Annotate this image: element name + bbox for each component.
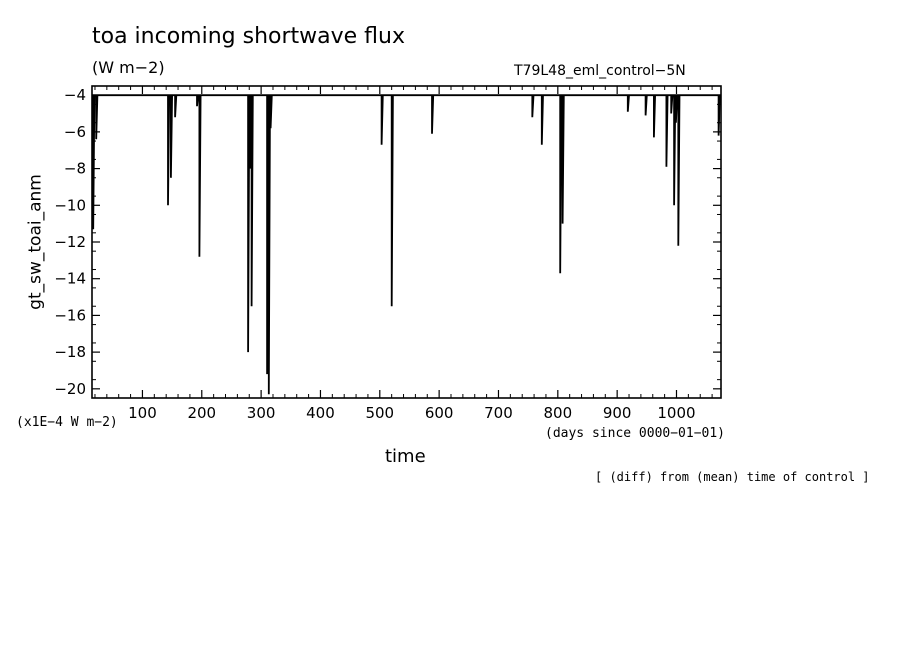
y-tick-label: −18 — [54, 343, 86, 361]
x-tick-label: 500 — [365, 404, 394, 422]
x-tick-label: 200 — [187, 404, 216, 422]
y-tick-label: −6 — [64, 123, 86, 141]
y-tick-label: −10 — [54, 196, 86, 214]
y-tick-label: −16 — [54, 306, 86, 324]
x-tick-label: 300 — [247, 404, 276, 422]
series-layer — [92, 94, 721, 395]
x-axis-label: time — [385, 446, 426, 467]
chart-title: toa incoming shortwave flux — [92, 24, 405, 49]
x-axis-units: (days since 0000−01−01) — [545, 426, 726, 441]
x-tick-label: 1000 — [657, 404, 695, 422]
y-tick-label: −12 — [54, 233, 86, 251]
run-name-label: T79L48_eml_control−5N — [514, 63, 686, 79]
x-tick-label: 800 — [543, 404, 572, 422]
y-tick-label: −20 — [54, 380, 86, 398]
x-tick-label: 100 — [128, 404, 157, 422]
x-tick-label: 600 — [425, 404, 454, 422]
diff-note: [ (diff) from (mean) time of control ] — [595, 470, 870, 484]
x-tick-label: 700 — [484, 404, 513, 422]
series-line — [92, 94, 721, 395]
scale-note: (x1E−4 W m−2) — [16, 415, 118, 430]
units-label: (W m−2) — [92, 58, 165, 77]
plot-frame — [91, 85, 722, 399]
x-tick-label: 400 — [306, 404, 335, 422]
x-tick-label: 900 — [603, 404, 632, 422]
y-tick-label: −14 — [54, 270, 86, 288]
y-tick-label: −8 — [64, 160, 86, 178]
tick-layer: 100 200 300 400 500 600 700 800 900 1000 −4 −6 −8 −10… — [54, 85, 721, 422]
y-tick-label: −4 — [64, 86, 86, 104]
